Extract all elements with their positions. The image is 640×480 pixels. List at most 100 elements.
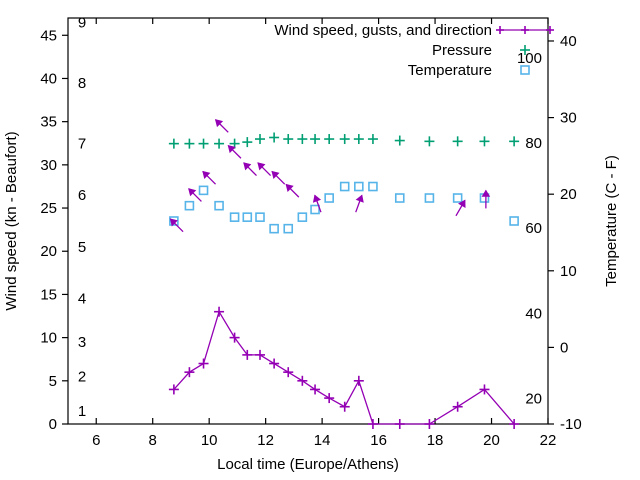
temperature-point	[229, 212, 240, 222]
wind-direction-arrow	[355, 194, 364, 213]
wind-direction-arrow	[202, 170, 217, 185]
y-left-outer-tick-label: 0	[49, 416, 57, 433]
y-right-outer-tick-label: 10	[560, 263, 577, 280]
pressure-point	[297, 134, 308, 145]
x-tick-label: 12	[257, 432, 274, 449]
temperature-point	[184, 200, 195, 211]
pressure-point	[168, 138, 179, 149]
pressure-point	[353, 134, 364, 145]
wind-speed-point	[324, 393, 335, 404]
temperature-point	[242, 212, 253, 222]
y-right-outer-ticks: -10 0 10 20 30 40	[548, 33, 582, 433]
temperature-point	[214, 200, 224, 211]
legend-label: Pressure	[432, 42, 492, 59]
y-right-inner-tick-label: 60	[525, 220, 542, 237]
legend-plus-sample	[520, 45, 530, 55]
axis-titles: Local time (Europe/Athens) Wind speed (kn…	[3, 131, 620, 473]
wind-direction-arrow	[257, 162, 272, 176]
y-right-outer-tick-label: -10	[560, 416, 582, 433]
legend-square-sample	[520, 65, 530, 75]
series-wind-speed	[168, 306, 520, 429]
wind-direction-arrow	[214, 119, 229, 133]
wind-speed-point	[297, 375, 308, 386]
y-left-inner-ticks: 1 2 3 4 5 6 7 8 9	[78, 14, 86, 420]
pressure-point	[184, 138, 195, 149]
temperature-point	[269, 223, 279, 234]
legend-plus-right	[546, 26, 554, 34]
wind-speed-point	[394, 419, 405, 429]
x-tick-label: 8	[149, 432, 157, 449]
wind-direction-arrow	[312, 194, 322, 213]
y-left-inner-tick-label: 3	[78, 334, 86, 351]
y-left-outer-tick-label: 10	[40, 330, 57, 347]
wind-direction-arrows	[169, 119, 491, 233]
pressure-point	[324, 134, 335, 145]
pressure-point	[310, 134, 321, 145]
wind-speed-point	[168, 384, 179, 395]
series-temperature	[169, 181, 519, 234]
x-tick-label: 16	[370, 432, 387, 449]
wind-speed-point	[229, 332, 240, 343]
temperature-point	[424, 193, 435, 203]
wind-speed-point	[283, 367, 294, 378]
x-tick-label: 6	[92, 432, 100, 449]
temperature-point	[509, 216, 519, 226]
legend-plus-left	[496, 26, 504, 34]
wind-speed-point	[242, 349, 253, 360]
y-left-inner-tick-label: 4	[78, 291, 86, 308]
wind-direction-arrow	[271, 170, 286, 185]
pressure-point	[283, 134, 294, 145]
y-right-outer-tick-label: 40	[560, 33, 577, 50]
wind-speed-point	[353, 375, 364, 386]
y-right-outer-tick-label: 20	[560, 186, 577, 203]
y-left-outer-ticks: 0 5 10 15 20 25 30 35 40 45	[40, 27, 68, 433]
x-axis-title: Local time (Europe/Athens)	[217, 456, 399, 473]
wind-direction-arrow	[188, 188, 202, 202]
temperature-point	[255, 212, 265, 222]
wind-speed-point	[310, 384, 321, 395]
pressure-point	[509, 136, 520, 147]
x-axis-ticks: 6 8 10 12 14 16 18 20 22	[92, 18, 556, 449]
y-right-axis-title: Temperature (C - F)	[603, 155, 620, 287]
x-tick-label: 22	[540, 432, 557, 449]
x-tick-label: 10	[201, 432, 218, 449]
y-left-outer-tick-label: 20	[40, 243, 57, 260]
pressure-point	[255, 134, 265, 145]
y-left-inner-tick-label: 5	[78, 239, 86, 256]
pressure-point	[339, 134, 350, 145]
temperature-point	[354, 181, 364, 192]
pressure-point	[479, 136, 490, 147]
wind-speed-point	[452, 401, 463, 412]
wind-speed-point	[367, 419, 378, 429]
y-left-inner-tick-label: 2	[78, 368, 86, 385]
temperature-point	[324, 193, 334, 203]
y-left-inner-tick-label: 1	[78, 403, 86, 420]
wind-direction-arrow	[455, 199, 466, 217]
y-right-outer-tick-label: 30	[560, 110, 577, 127]
wind-speed-point	[198, 358, 209, 369]
y-left-inner-tick-label: 8	[78, 75, 86, 92]
pressure-point	[367, 134, 378, 145]
y-left-outer-tick-label: 45	[40, 27, 57, 44]
y-left-inner-tick-label: 7	[78, 135, 86, 152]
series-pressure	[168, 132, 520, 149]
y-left-outer-tick-label: 15	[40, 286, 57, 303]
wind-speed-point	[269, 358, 280, 369]
pressure-point	[424, 136, 435, 147]
pressure-point	[394, 135, 405, 146]
temperature-point	[169, 216, 179, 226]
wind-speed-point	[509, 419, 520, 429]
temperature-point	[310, 204, 320, 215]
y-right-inner-tick-label: 100	[517, 50, 542, 67]
wind-direction-arrow	[169, 218, 184, 233]
wind-direction-arrow	[481, 189, 491, 209]
pressure-point	[198, 138, 209, 149]
y-right-inner-tick-label: 20	[525, 391, 542, 408]
y-left-outer-tick-label: 35	[40, 114, 57, 131]
wind-speed-point	[479, 384, 490, 395]
plot-frame	[67, 17, 549, 425]
y-left-outer-tick-label: 30	[40, 157, 57, 174]
wind-speed-point	[214, 306, 225, 317]
y-right-outer-tick-label: 0	[560, 339, 568, 356]
